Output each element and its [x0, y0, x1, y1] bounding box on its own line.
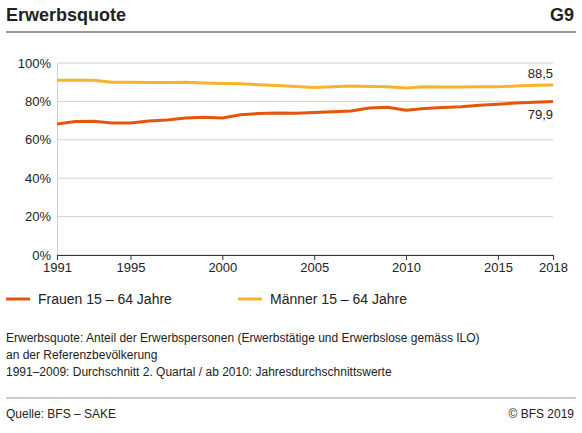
y-tick-label: 80% — [25, 94, 51, 109]
grid-line — [57, 101, 553, 102]
chart: ErwerbsquoteG90%20%40%60%80%100%19911995… — [0, 0, 582, 433]
legend-swatch — [238, 298, 262, 301]
annotations: 88,5 79,9 — [528, 66, 553, 122]
y-tick: 100% — [18, 56, 57, 71]
source: Quelle: BFS – SAKE — [6, 407, 116, 421]
header-rule — [6, 32, 576, 33]
annotation: 88,5 — [528, 66, 553, 81]
title: Erwerbsquote — [6, 5, 126, 25]
y-tick: 80% — [25, 94, 57, 109]
x-axis-line — [58, 255, 554, 256]
x-tick-label: 1991 — [43, 260, 72, 275]
x-tick-label: 2005 — [300, 260, 329, 275]
x-tick-label: 2015 — [484, 260, 513, 275]
x-tick: 2010 — [392, 255, 421, 275]
y-tick-label: 60% — [25, 132, 51, 147]
note: 1991–2009: Durchschnitt 2. Quartal / ab … — [6, 365, 392, 379]
lines — [57, 80, 553, 124]
note: Erwerbsquote: Anteil der Erwerbspersonen… — [6, 331, 480, 345]
y-tick-label: 40% — [25, 171, 51, 186]
x-tick-label: 2018 — [539, 260, 568, 275]
footer-rule — [6, 398, 576, 399]
x-tick-label: 2010 — [392, 260, 421, 275]
note: an der Referenzbevölkerung — [6, 348, 157, 362]
x-tick: 1991 — [43, 255, 72, 275]
y-axis-line — [57, 64, 58, 256]
x-tick-label: 1995 — [117, 260, 146, 275]
grid — [57, 63, 553, 255]
legend-label: Männer 15 – 64 Jahre — [270, 291, 407, 307]
series-line — [57, 102, 553, 124]
copyright: © BFS 2019 — [508, 407, 574, 421]
annotation: 79,9 — [528, 107, 553, 122]
notes: Erwerbsquote: Anteil der Erwerbspersonen… — [6, 331, 480, 379]
x-tick: 2018 — [539, 255, 568, 275]
grid-line — [57, 139, 553, 140]
y-tick: 20% — [25, 209, 57, 224]
x-tick: 1995 — [117, 255, 146, 275]
legend-label: Frauen 15 – 64 Jahre — [38, 291, 172, 307]
y-axis: 0%20%40%60%80%100% — [18, 56, 58, 263]
legend: Frauen 15 – 64 Jahre Männer 15 – 64 Jahre — [6, 291, 407, 307]
x-tick: 2000 — [208, 255, 237, 275]
y-tick-label: 100% — [18, 56, 52, 71]
series-line — [57, 80, 553, 88]
legend-swatch — [6, 298, 30, 301]
y-tick: 40% — [25, 171, 57, 186]
x-tick-label: 2000 — [208, 260, 237, 275]
grid-line — [57, 216, 553, 217]
chart-label: G9 — [550, 5, 574, 25]
grid-line — [57, 178, 553, 179]
y-tick-label: 20% — [25, 209, 51, 224]
x-axis: 1991 1995 2000 2005 2010 2015 2018 — [43, 255, 568, 275]
x-tick: 2005 — [300, 255, 329, 275]
grid-line — [57, 63, 553, 64]
x-tick: 2015 — [484, 255, 513, 275]
y-tick: 60% — [25, 132, 57, 147]
